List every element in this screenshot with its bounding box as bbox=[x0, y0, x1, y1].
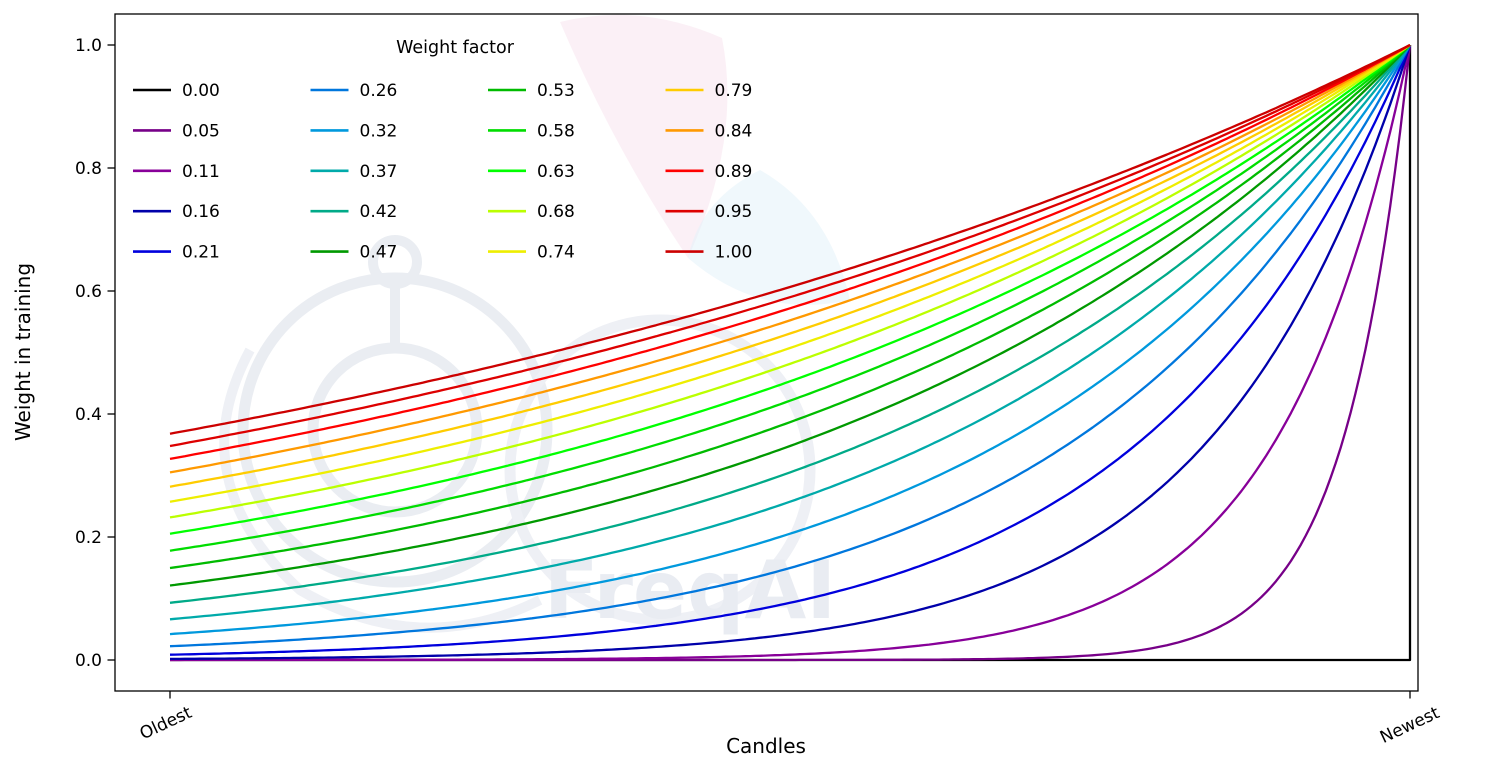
series-layer bbox=[169, 43, 1412, 662]
series-line-0.47 bbox=[169, 44, 1411, 587]
legend-label-0.00: 0.00 bbox=[182, 81, 220, 101]
series-line-0.37 bbox=[169, 44, 1411, 621]
series-line-0.21 bbox=[169, 44, 1412, 656]
series-line-0.89 bbox=[169, 43, 1411, 461]
series-line-1.00 bbox=[169, 43, 1411, 435]
watermark-outer-circle bbox=[237, 272, 553, 588]
watermark-wing-arc bbox=[219, 347, 543, 633]
legend-label-0.32: 0.32 bbox=[360, 121, 398, 141]
series-line-0.79 bbox=[169, 44, 1411, 488]
y-tick-label: 1.0 bbox=[75, 36, 102, 56]
legend-label-0.68: 0.68 bbox=[537, 202, 575, 222]
legend-label-0.42: 0.42 bbox=[360, 202, 398, 222]
y-tick-marks bbox=[107, 44, 115, 661]
watermark-right-circle bbox=[504, 314, 816, 626]
x-tick-marks bbox=[169, 691, 1411, 699]
legend-label-0.84: 0.84 bbox=[715, 121, 753, 141]
series-line-0.84 bbox=[169, 44, 1411, 474]
series-line-0.53 bbox=[169, 44, 1411, 570]
legend-label-0.37: 0.37 bbox=[360, 162, 398, 182]
legend-label-0.58: 0.58 bbox=[537, 121, 575, 141]
legend-label-0.95: 0.95 bbox=[715, 202, 753, 222]
legend-label-0.74: 0.74 bbox=[537, 243, 575, 263]
y-tick-label: 0.2 bbox=[75, 528, 102, 548]
legend-title: Weight factor bbox=[396, 38, 515, 58]
legend-label-0.53: 0.53 bbox=[537, 81, 575, 101]
series-line-0.11 bbox=[170, 44, 1412, 662]
legend: Weight factor 0.00 0.05 0.11 0.16 0.21 0.26 0.… bbox=[133, 38, 752, 263]
x-tick-label-oldest: Oldest bbox=[137, 703, 195, 744]
legend-label-0.47: 0.47 bbox=[360, 243, 398, 263]
series-line-0.16 bbox=[170, 44, 1412, 661]
y-tick-label: 0.8 bbox=[75, 159, 102, 179]
y-tick-label: 0.6 bbox=[75, 282, 102, 302]
legend-label-1.00: 1.00 bbox=[715, 243, 753, 263]
legend-label-0.79: 0.79 bbox=[715, 81, 753, 101]
y-axis-label: Weight in training bbox=[11, 263, 35, 441]
series-line-0.63 bbox=[169, 44, 1411, 535]
legend-label-0.63: 0.63 bbox=[537, 162, 575, 182]
watermark-blue-shape bbox=[688, 170, 850, 305]
legend-label-0.26: 0.26 bbox=[360, 81, 398, 101]
legend-label-0.05: 0.05 bbox=[182, 121, 220, 141]
watermark-pink-shape bbox=[560, 14, 728, 258]
legend-label-0.11: 0.11 bbox=[182, 162, 220, 182]
series-line-0.42 bbox=[169, 44, 1411, 604]
series-line-0.26 bbox=[169, 44, 1412, 648]
legend-label-0.16: 0.16 bbox=[182, 202, 220, 222]
legend-label-0.89: 0.89 bbox=[715, 162, 753, 182]
series-line-0.68 bbox=[169, 44, 1411, 519]
series-line-0.74 bbox=[169, 44, 1411, 503]
freqai-watermark: FreqAI bbox=[219, 14, 850, 637]
series-line-0.95 bbox=[169, 43, 1411, 448]
x-axis-label: Candles bbox=[726, 734, 806, 758]
plot-border bbox=[114, 13, 1419, 692]
y-tick-label: 0.0 bbox=[75, 651, 102, 671]
series-line-0.32 bbox=[169, 44, 1411, 636]
legend-label-0.21: 0.21 bbox=[182, 243, 220, 263]
x-tick-label-newest: Newest bbox=[1377, 703, 1443, 748]
series-line-0.58 bbox=[169, 44, 1411, 552]
y-tick-label: 0.4 bbox=[75, 405, 102, 425]
